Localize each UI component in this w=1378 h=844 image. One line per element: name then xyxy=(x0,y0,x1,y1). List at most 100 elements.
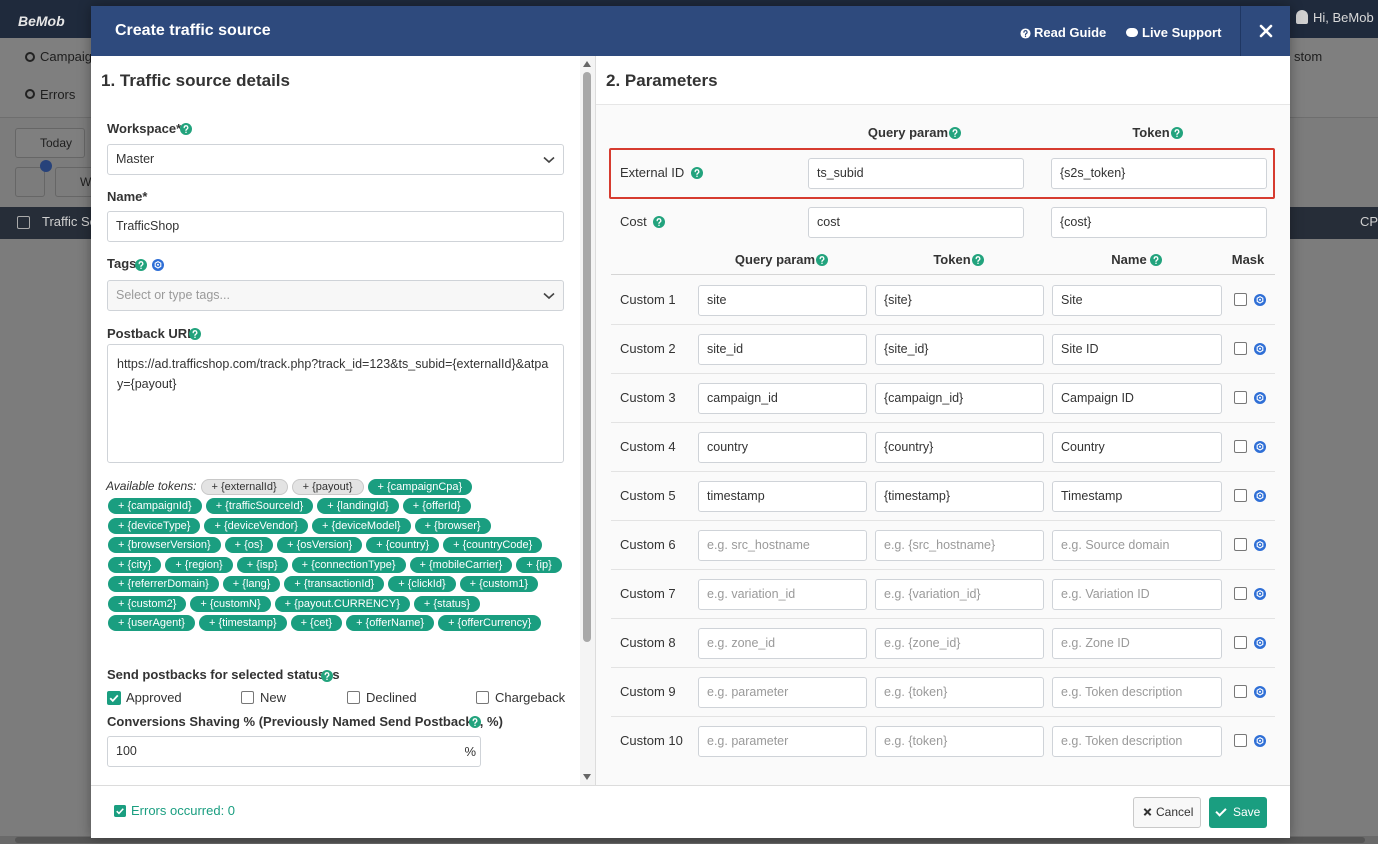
close-button[interactable] xyxy=(1240,6,1290,56)
token-chip[interactable]: + {lang} xyxy=(222,576,281,593)
token-chip[interactable]: + {offerName} xyxy=(346,615,435,632)
token-chip[interactable]: + {countryCode} xyxy=(443,537,543,554)
token-chip[interactable]: + {region} xyxy=(165,556,233,573)
info-icon xyxy=(1254,490,1266,502)
token-chip[interactable]: + {userAgent} xyxy=(108,615,195,632)
input-token[interactable]: e.g. {variation_id} xyxy=(875,579,1044,610)
select-tags[interactable]: Select or type tags... xyxy=(107,280,564,311)
input-param[interactable]: e.g. variation_id xyxy=(698,579,867,610)
token-chip[interactable]: + {payout} xyxy=(291,478,364,495)
input-token[interactable]: e.g. {token} xyxy=(875,726,1044,757)
status-checkbox[interactable] xyxy=(476,691,489,704)
mask-checkbox[interactable] xyxy=(1234,440,1247,453)
input-param[interactable]: timestamp xyxy=(698,481,867,512)
input-token[interactable]: e.g. {src_hostname} xyxy=(875,530,1044,561)
token-chip[interactable]: + {deviceVendor} xyxy=(204,517,308,534)
input-shaving[interactable]: 100 xyxy=(107,736,481,767)
token-chip[interactable]: + {campaignCpa} xyxy=(367,478,473,495)
token-chip[interactable]: + {clickId} xyxy=(388,576,456,593)
input-token[interactable]: {cost} xyxy=(1051,207,1267,238)
header-link[interactable]: Read Guide xyxy=(1034,25,1107,40)
input-param[interactable]: ts_subid xyxy=(808,158,1024,189)
input-param[interactable]: e.g. src_hostname xyxy=(698,530,867,561)
input-name[interactable]: e.g. Token description xyxy=(1052,677,1222,708)
input-name[interactable]: Site xyxy=(1052,285,1222,316)
input-name[interactable]: e.g. Variation ID xyxy=(1052,579,1222,610)
status-checkbox[interactable] xyxy=(107,691,121,705)
input-token[interactable]: {country} xyxy=(875,432,1044,463)
mask-checkbox[interactable] xyxy=(1234,293,1247,306)
select-workspace[interactable]: Master xyxy=(107,144,564,175)
token-chip[interactable]: + {campaignId} xyxy=(108,498,202,515)
mask-checkbox[interactable] xyxy=(1234,636,1247,649)
mask-checkbox[interactable] xyxy=(1234,587,1247,600)
token-chip[interactable]: + {browser} xyxy=(414,517,491,534)
input-param[interactable]: country xyxy=(698,432,867,463)
input-param[interactable]: e.g. parameter xyxy=(698,726,867,757)
row-rule xyxy=(611,422,1275,423)
input-token[interactable]: {s2s_token} xyxy=(1051,158,1267,189)
mask-checkbox[interactable] xyxy=(1234,391,1247,404)
save-button[interactable] xyxy=(1209,797,1267,828)
input-name[interactable]: Country xyxy=(1052,432,1222,463)
token-chip[interactable]: + {os} xyxy=(224,537,274,554)
token-chip[interactable]: + {city} xyxy=(108,556,162,573)
token-chip[interactable]: + {transactionId} xyxy=(284,576,385,593)
column-header: Name xyxy=(1111,252,1147,267)
input-token[interactable]: e.g. {zone_id} xyxy=(875,628,1044,659)
input-param[interactable]: site_id xyxy=(698,334,867,365)
token-chip[interactable]: + {connectionType} xyxy=(291,556,406,573)
input-token[interactable]: {campaign_id} xyxy=(875,383,1044,414)
token-chip[interactable]: + {status} xyxy=(413,595,481,612)
token-chip[interactable]: + {trafficSourceId} xyxy=(205,498,314,515)
token-chip[interactable]: + {externalId} xyxy=(200,478,288,495)
token-chip[interactable]: + {browserVersion} xyxy=(108,537,221,554)
status-checkbox[interactable] xyxy=(347,691,360,704)
input-token[interactable]: e.g. {token} xyxy=(875,677,1044,708)
header-link[interactable]: Live Support xyxy=(1142,25,1222,40)
token-chip[interactable]: + {ip} xyxy=(516,556,562,573)
input-name[interactable]: Timestamp xyxy=(1052,481,1222,512)
token-chip[interactable]: + {timestamp} xyxy=(198,615,287,632)
token-chip[interactable]: + {cet} xyxy=(290,615,343,632)
token-chip[interactable]: + {custom1} xyxy=(459,576,539,593)
textarea-postback[interactable]: https://ad.trafficshop.com/track.php?tra… xyxy=(107,344,564,463)
token-chip[interactable]: + {offerCurrency} xyxy=(438,615,542,632)
input-name[interactable]: e.g. Zone ID xyxy=(1052,628,1222,659)
token-chip[interactable]: + {landingId} xyxy=(317,498,399,515)
nav-item: Campaig xyxy=(40,49,93,64)
token-chip[interactable]: + {custom2} xyxy=(108,595,187,612)
input-param[interactable]: campaign_id xyxy=(698,383,867,414)
token-chip[interactable]: + {deviceType} xyxy=(108,517,201,534)
help-icon xyxy=(321,670,333,682)
token-chip[interactable]: + {customN} xyxy=(190,595,271,612)
input-token[interactable]: {timestamp} xyxy=(875,481,1044,512)
input-name[interactable]: TrafficShop xyxy=(107,211,564,242)
input-param[interactable]: site xyxy=(698,285,867,316)
token-chip[interactable]: + {osVersion} xyxy=(277,537,363,554)
token-chip[interactable]: + {referrerDomain} xyxy=(108,576,219,593)
help-icon xyxy=(189,328,201,340)
mask-checkbox[interactable] xyxy=(1234,538,1247,551)
input-name[interactable]: Campaign ID xyxy=(1052,383,1222,414)
mask-checkbox[interactable] xyxy=(1234,342,1247,355)
input-name[interactable]: Site ID xyxy=(1052,334,1222,365)
token-chip[interactable]: + {offerId} xyxy=(402,498,471,515)
mask-checkbox[interactable] xyxy=(1234,734,1247,747)
input-name[interactable]: e.g. Token description xyxy=(1052,726,1222,757)
status-checkbox[interactable] xyxy=(241,691,254,704)
token-chip[interactable]: + {isp} xyxy=(236,556,288,573)
input-token[interactable]: {site_id} xyxy=(875,334,1044,365)
row-label: Custom 5 xyxy=(620,488,676,503)
mask-checkbox[interactable] xyxy=(1234,489,1247,502)
input-token[interactable]: {site} xyxy=(875,285,1044,316)
token-chip[interactable]: + {mobileCarrier} xyxy=(409,556,513,573)
input-name[interactable]: e.g. Source domain xyxy=(1052,530,1222,561)
input-param[interactable]: cost xyxy=(808,207,1024,238)
input-param[interactable]: e.g. zone_id xyxy=(698,628,867,659)
input-param[interactable]: e.g. parameter xyxy=(698,677,867,708)
token-chip[interactable]: + {deviceModel} xyxy=(311,517,411,534)
token-chip[interactable]: + {country} xyxy=(366,537,440,554)
token-chip[interactable]: + {payout.CURRENCY} xyxy=(274,595,410,612)
mask-checkbox[interactable] xyxy=(1234,685,1247,698)
